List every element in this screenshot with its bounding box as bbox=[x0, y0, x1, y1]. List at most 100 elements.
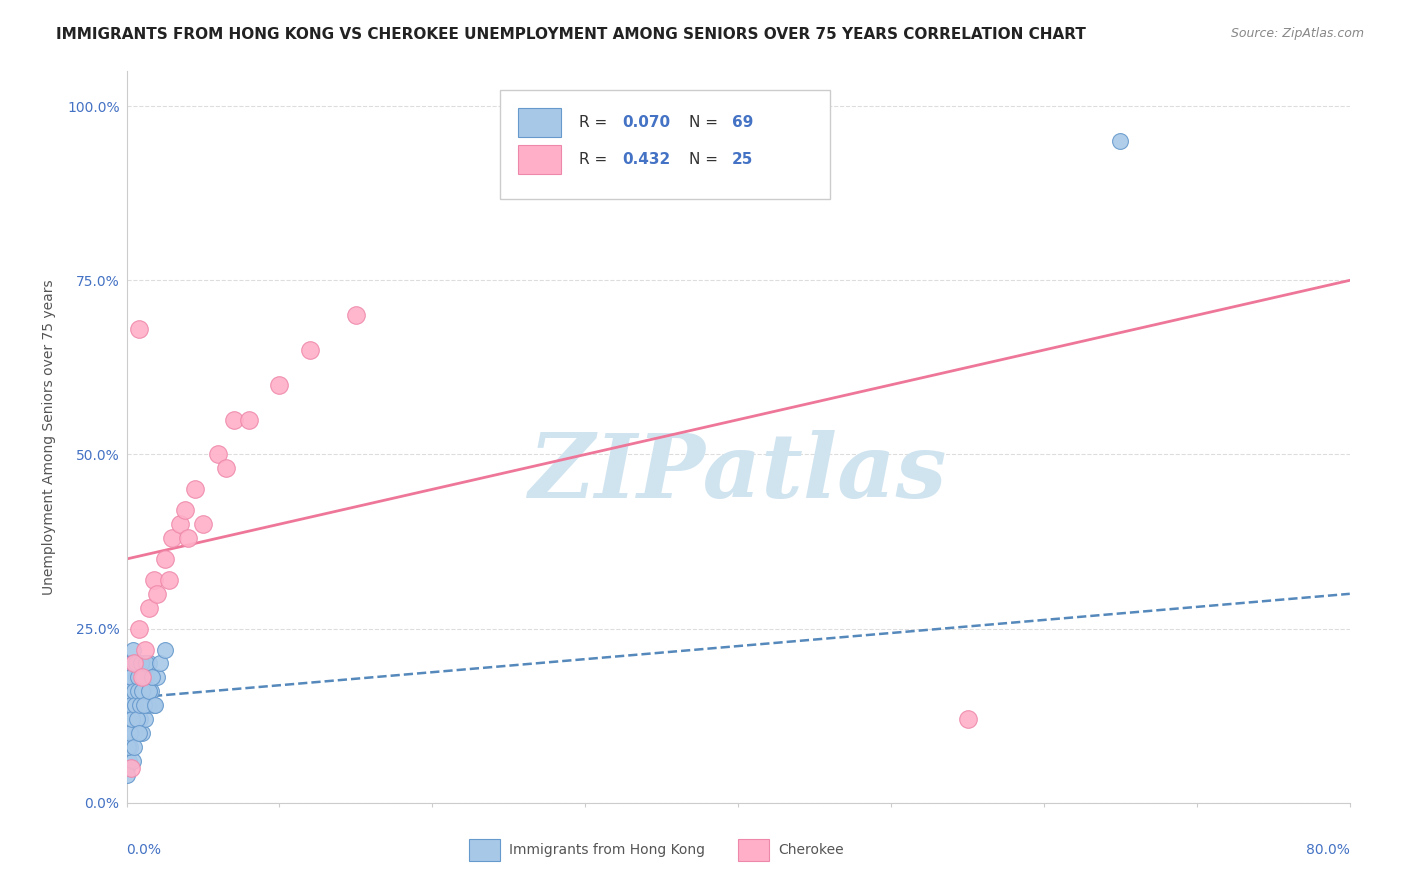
Point bbox=[124, 740, 146, 755]
Point bbox=[117, 740, 139, 755]
Point bbox=[129, 657, 152, 671]
Point bbox=[125, 657, 148, 671]
Point bbox=[299, 343, 322, 357]
Point bbox=[136, 698, 159, 713]
Point bbox=[131, 684, 153, 698]
Point bbox=[132, 684, 155, 698]
Point bbox=[215, 461, 238, 475]
Point bbox=[118, 726, 141, 740]
Text: 69: 69 bbox=[733, 115, 754, 130]
Point bbox=[128, 698, 150, 713]
Point bbox=[117, 740, 139, 755]
Text: Source: ZipAtlas.com: Source: ZipAtlas.com bbox=[1230, 27, 1364, 40]
Text: 80.0%: 80.0% bbox=[1306, 843, 1350, 857]
Point bbox=[125, 670, 148, 684]
FancyBboxPatch shape bbox=[499, 90, 830, 200]
Point bbox=[121, 712, 143, 726]
Point bbox=[184, 483, 207, 497]
Point bbox=[120, 670, 142, 684]
Point bbox=[118, 698, 141, 713]
Point bbox=[124, 698, 146, 713]
Point bbox=[138, 600, 160, 615]
Text: Cherokee: Cherokee bbox=[779, 843, 844, 857]
Point bbox=[143, 698, 166, 713]
Point bbox=[117, 712, 139, 726]
Point bbox=[131, 670, 153, 684]
Y-axis label: Unemployment Among Seniors over 75 years: Unemployment Among Seniors over 75 years bbox=[42, 279, 56, 595]
Point bbox=[122, 657, 145, 671]
Point bbox=[122, 657, 145, 671]
Point bbox=[128, 322, 150, 336]
Point bbox=[118, 726, 141, 740]
Point bbox=[129, 698, 152, 713]
Point bbox=[138, 684, 160, 698]
Point bbox=[120, 657, 142, 671]
Point bbox=[125, 684, 148, 698]
Point bbox=[127, 684, 149, 698]
Point bbox=[120, 726, 142, 740]
Text: Immigrants from Hong Kong: Immigrants from Hong Kong bbox=[509, 843, 706, 857]
Point bbox=[139, 684, 162, 698]
Point bbox=[238, 412, 260, 426]
Point bbox=[131, 670, 153, 684]
Point bbox=[118, 657, 141, 671]
Point bbox=[143, 573, 166, 587]
Point bbox=[177, 531, 200, 545]
Point bbox=[118, 684, 141, 698]
Point bbox=[162, 531, 184, 545]
Point bbox=[117, 712, 139, 726]
Point bbox=[131, 726, 153, 740]
Point bbox=[141, 670, 163, 684]
Point bbox=[128, 726, 150, 740]
Point bbox=[191, 517, 214, 532]
Point bbox=[121, 670, 143, 684]
Point bbox=[135, 657, 157, 671]
Point bbox=[131, 657, 153, 671]
Point bbox=[153, 642, 176, 657]
Point bbox=[127, 726, 149, 740]
Point bbox=[169, 517, 191, 532]
Point bbox=[129, 712, 152, 726]
Text: N =: N = bbox=[689, 115, 723, 130]
Point bbox=[207, 448, 229, 462]
Point bbox=[122, 684, 145, 698]
Point bbox=[121, 642, 143, 657]
Text: N =: N = bbox=[689, 152, 723, 167]
FancyBboxPatch shape bbox=[517, 145, 561, 174]
Point bbox=[143, 698, 166, 713]
Text: 25: 25 bbox=[733, 152, 754, 167]
Text: IMMIGRANTS FROM HONG KONG VS CHEROKEE UNEMPLOYMENT AMONG SENIORS OVER 75 YEARS C: IMMIGRANTS FROM HONG KONG VS CHEROKEE UN… bbox=[56, 27, 1085, 42]
Point bbox=[146, 587, 169, 601]
Text: 0.432: 0.432 bbox=[621, 152, 671, 167]
Point bbox=[124, 698, 146, 713]
Point bbox=[153, 552, 176, 566]
Point bbox=[125, 712, 148, 726]
Point bbox=[120, 684, 142, 698]
Point bbox=[128, 622, 150, 636]
Text: R =: R = bbox=[579, 152, 612, 167]
Point bbox=[120, 698, 142, 713]
Text: ZIPatlas: ZIPatlas bbox=[530, 431, 946, 516]
Point bbox=[127, 657, 149, 671]
Point bbox=[149, 657, 172, 671]
FancyBboxPatch shape bbox=[738, 839, 769, 862]
Point bbox=[134, 698, 156, 713]
Point bbox=[118, 670, 141, 684]
Point bbox=[122, 684, 145, 698]
Point bbox=[129, 684, 152, 698]
Point bbox=[122, 726, 145, 740]
Point bbox=[127, 670, 149, 684]
FancyBboxPatch shape bbox=[517, 108, 561, 137]
Point bbox=[1109, 134, 1132, 148]
Point bbox=[128, 670, 150, 684]
Point bbox=[120, 761, 142, 775]
Point bbox=[344, 308, 367, 322]
Point bbox=[134, 712, 156, 726]
Point bbox=[118, 754, 141, 768]
Text: R =: R = bbox=[579, 115, 612, 130]
Point bbox=[173, 503, 195, 517]
Point bbox=[956, 712, 979, 726]
Point bbox=[121, 712, 143, 726]
Point bbox=[122, 657, 145, 671]
Text: 0.070: 0.070 bbox=[621, 115, 671, 130]
